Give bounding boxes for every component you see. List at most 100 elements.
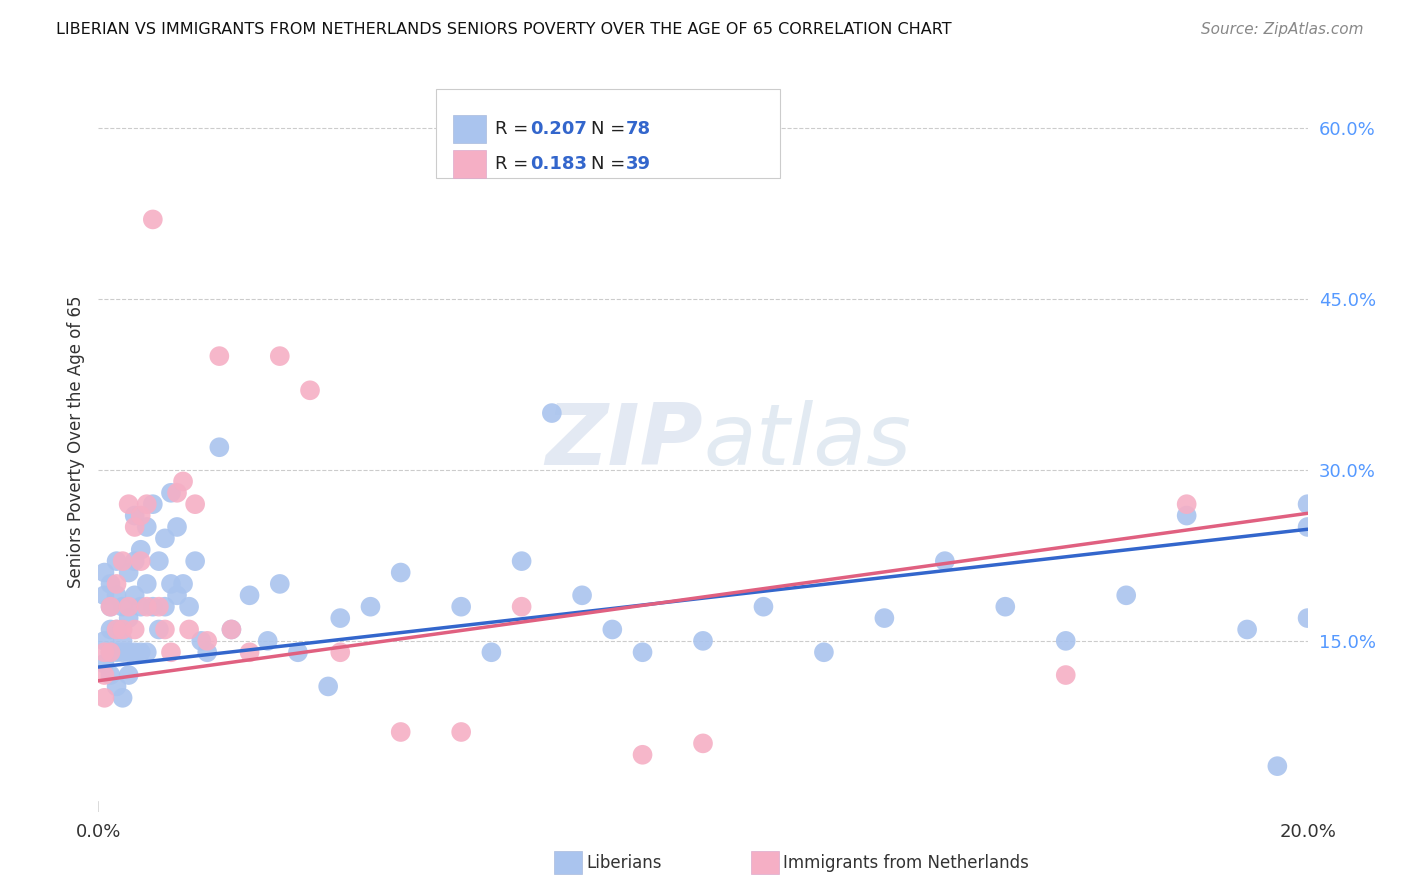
Point <box>148 599 170 614</box>
Point <box>118 599 141 614</box>
Point <box>142 212 165 227</box>
Point <box>540 406 562 420</box>
Point <box>692 633 714 648</box>
Text: 39: 39 <box>626 155 651 173</box>
Point <box>287 645 309 659</box>
Point <box>389 566 412 580</box>
Point <box>360 599 382 614</box>
Point <box>389 725 412 739</box>
Point <box>166 520 188 534</box>
Point <box>172 577 194 591</box>
Point <box>100 599 122 614</box>
Point <box>1175 497 1198 511</box>
Point <box>450 599 472 614</box>
Y-axis label: Seniors Poverty Over the Age of 65: Seniors Poverty Over the Age of 65 <box>66 295 84 588</box>
Text: Source: ZipAtlas.com: Source: ZipAtlas.com <box>1201 22 1364 37</box>
Point <box>129 508 152 523</box>
Point <box>100 577 122 591</box>
Point <box>118 645 141 659</box>
Point <box>256 633 278 648</box>
Point <box>135 645 157 659</box>
Point <box>135 599 157 614</box>
Point <box>450 725 472 739</box>
Point <box>129 542 152 557</box>
Point <box>269 577 291 591</box>
Point <box>1175 508 1198 523</box>
Point <box>1115 588 1137 602</box>
Point <box>160 485 183 500</box>
Point <box>160 645 183 659</box>
Point <box>571 588 593 602</box>
Point <box>299 384 322 398</box>
Text: LIBERIAN VS IMMIGRANTS FROM NETHERLANDS SENIORS POVERTY OVER THE AGE OF 65 CORRE: LIBERIAN VS IMMIGRANTS FROM NETHERLANDS … <box>56 22 952 37</box>
Point <box>752 599 775 614</box>
Point <box>1054 668 1077 682</box>
Point <box>166 588 188 602</box>
Point <box>1296 611 1319 625</box>
Point <box>221 623 243 637</box>
Point <box>316 680 339 694</box>
Point <box>269 349 291 363</box>
Point <box>93 588 115 602</box>
Point <box>100 645 122 659</box>
Point <box>148 554 170 568</box>
Point <box>160 577 183 591</box>
Point <box>111 623 134 637</box>
Point <box>124 623 146 637</box>
Point <box>100 623 122 637</box>
Point <box>166 485 188 500</box>
Text: atlas: atlas <box>703 400 911 483</box>
Point <box>124 554 146 568</box>
Point <box>124 508 146 523</box>
Point <box>100 668 122 682</box>
Point <box>813 645 835 659</box>
Point <box>129 554 152 568</box>
Point <box>111 690 134 705</box>
Point <box>1296 497 1319 511</box>
Point <box>93 690 115 705</box>
Point <box>111 599 134 614</box>
Text: 0.183: 0.183 <box>530 155 588 173</box>
Point <box>118 566 141 580</box>
Text: 78: 78 <box>626 120 651 138</box>
Point <box>208 349 231 363</box>
Point <box>124 588 146 602</box>
Point <box>195 633 218 648</box>
Point <box>172 475 194 489</box>
Point <box>111 554 134 568</box>
Point <box>184 497 207 511</box>
Point <box>692 736 714 750</box>
Point <box>93 645 115 659</box>
Point <box>1267 759 1289 773</box>
Point <box>124 520 146 534</box>
Point <box>118 497 141 511</box>
Point <box>148 623 170 637</box>
Point <box>135 577 157 591</box>
Point <box>873 611 896 625</box>
Point <box>93 668 115 682</box>
Text: R =: R = <box>495 120 534 138</box>
Point <box>142 497 165 511</box>
Point <box>1236 623 1258 637</box>
Point <box>93 657 115 671</box>
Point <box>118 668 141 682</box>
Point <box>1054 633 1077 648</box>
Point <box>105 645 128 659</box>
Point <box>329 611 352 625</box>
Point <box>111 633 134 648</box>
Point <box>510 599 533 614</box>
Text: R =: R = <box>495 155 540 173</box>
Text: 0.207: 0.207 <box>530 120 586 138</box>
Point <box>934 554 956 568</box>
Point <box>93 633 115 648</box>
Point <box>1296 520 1319 534</box>
Point <box>118 611 141 625</box>
Point <box>221 623 243 637</box>
Point <box>129 645 152 659</box>
Text: ZIP: ZIP <box>546 400 703 483</box>
Text: Liberians: Liberians <box>586 854 662 871</box>
Point <box>105 577 128 591</box>
Point <box>124 645 146 659</box>
Point <box>153 623 176 637</box>
Point <box>100 599 122 614</box>
